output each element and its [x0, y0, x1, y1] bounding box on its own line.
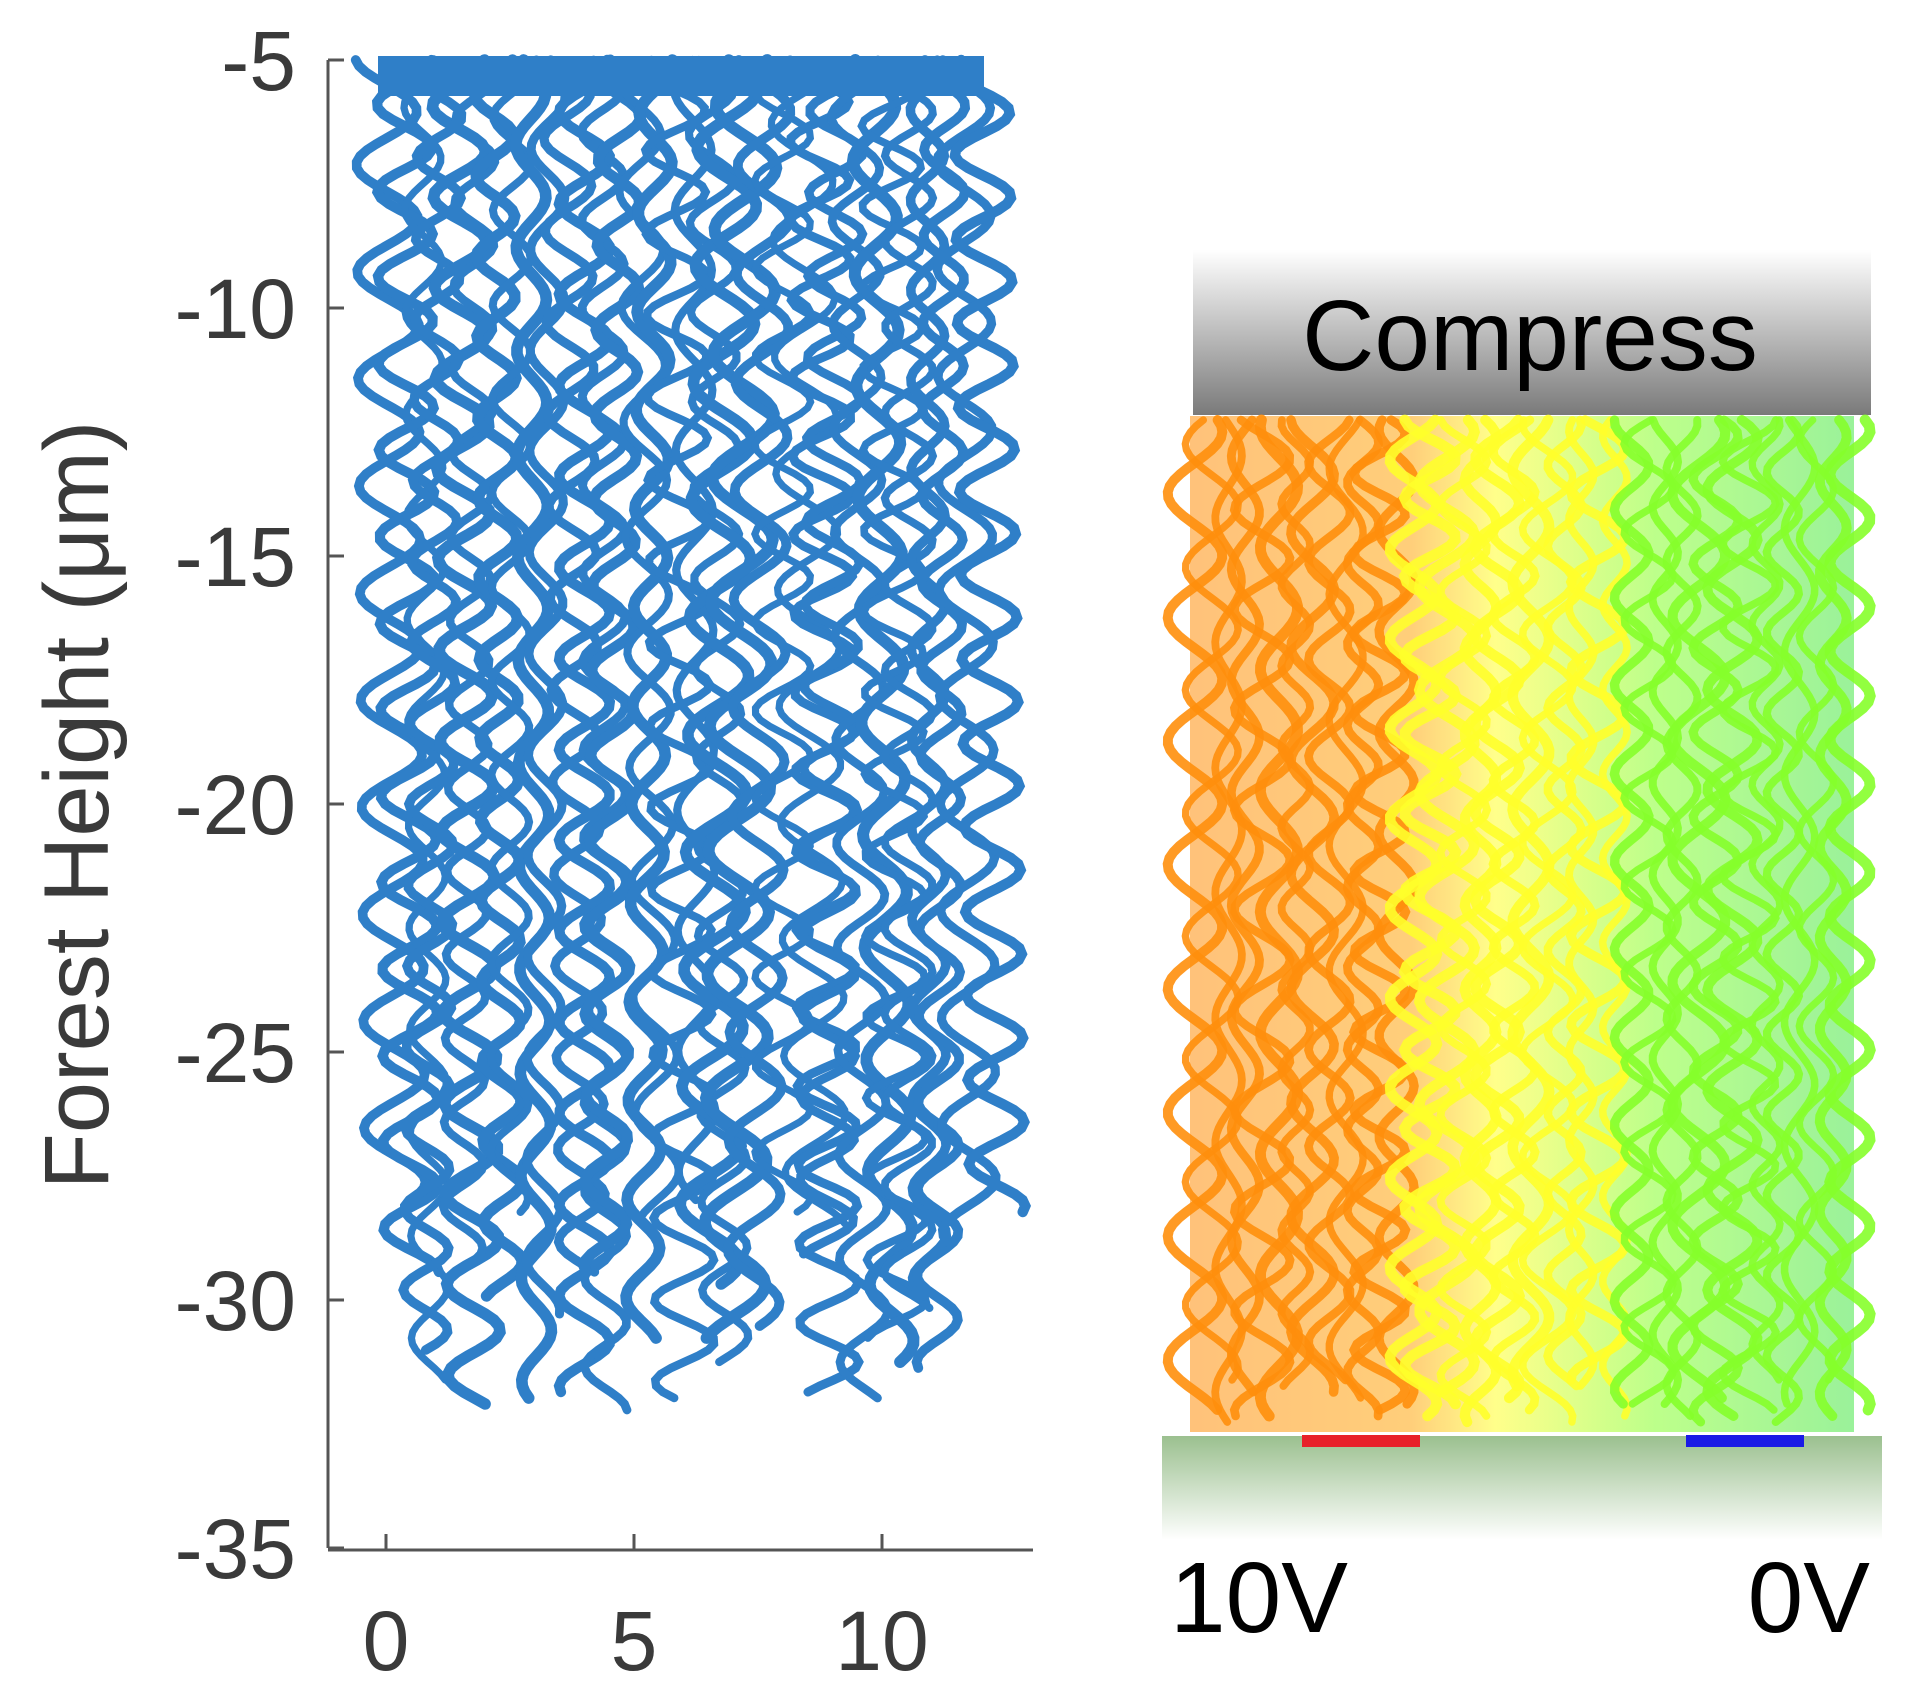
strand-top-cap: [378, 56, 984, 96]
y-tick-label: -10: [175, 262, 296, 356]
x-ticks: 0 5 10: [363, 1534, 929, 1688]
cnt-strands-blue: [350, 54, 1032, 1415]
compress-plate: [1193, 250, 1871, 415]
strand-line: [1229, 415, 1295, 1421]
x-tick-label: 5: [611, 1594, 658, 1688]
strand-line: [620, 54, 679, 1344]
y-tick-label: -35: [175, 1502, 296, 1596]
strand-line: [469, 54, 528, 1302]
strand-line: [1254, 414, 1304, 1422]
y-tick-label: -5: [221, 14, 296, 108]
y-ticks: -5 -10 -15 -20 -25 -30 -35: [175, 14, 344, 1596]
strand-line: [539, 55, 610, 1277]
strand-line: [722, 55, 796, 1331]
strand-line: [1459, 414, 1502, 1428]
strand-line: [827, 55, 892, 1403]
strand-line: [1609, 415, 1654, 1409]
strand-line: [578, 54, 647, 1278]
substrate: [1162, 1436, 1882, 1540]
strand-line: [1348, 415, 1411, 1415]
left-chart: -5 -10 -15 -20 -25 -30 -35 0 5 10 Forest Height …: [26, 14, 1033, 1688]
strand-line: [1598, 416, 1631, 1420]
strand-line: [948, 54, 1032, 1218]
x-tick-label: 10: [835, 1594, 928, 1688]
strand-line: [1564, 416, 1598, 1390]
cnt-strands-voltage: [1162, 414, 1876, 1432]
strand-line: [1277, 416, 1315, 1390]
strand-line: [1565, 415, 1631, 1385]
strand-line: [1824, 414, 1876, 1416]
strand-line: [880, 56, 938, 1312]
strand-line: [1620, 416, 1677, 1408]
x-tick-label: 0: [363, 1594, 410, 1688]
strand-line: [1780, 416, 1819, 1408]
strand-line: [905, 55, 952, 1301]
label-0v: 0V: [1748, 1542, 1871, 1654]
strand-line: [674, 54, 765, 1290]
strand-line: [1384, 414, 1443, 1422]
strand-line: [1436, 416, 1492, 1420]
strand-line: [1543, 415, 1586, 1391]
compress-label: Compress: [1302, 280, 1758, 392]
strand-line: [846, 54, 920, 1368]
strand-line: [1795, 416, 1838, 1384]
y-tick-label: -30: [175, 1254, 296, 1348]
y-axis-label: Forest Height (μm): [26, 421, 128, 1190]
strand-line: [931, 55, 1001, 1247]
y-tick-label: -15: [175, 510, 296, 604]
electrode-0v: [1686, 1435, 1804, 1447]
strand-line: [1413, 414, 1480, 1398]
right-diagram: Compress 10V 0V: [1162, 250, 1882, 1654]
strand-line: [1748, 416, 1784, 1384]
strand-line: [1507, 414, 1555, 1392]
y-tick-label: -25: [175, 1006, 296, 1100]
strand-line: [1702, 415, 1763, 1421]
y-axis: -5 -10 -15 -20 -25 -30 -35: [175, 14, 344, 1596]
x-axis: 0 5 10: [328, 1534, 1033, 1688]
strand-line: [911, 55, 971, 1373]
strand-line: [426, 54, 506, 1410]
electrode-10v: [1302, 1435, 1420, 1447]
y-tick-label: -20: [175, 758, 296, 852]
label-10v: 10V: [1170, 1542, 1348, 1654]
strand-line: [1688, 415, 1743, 1427]
